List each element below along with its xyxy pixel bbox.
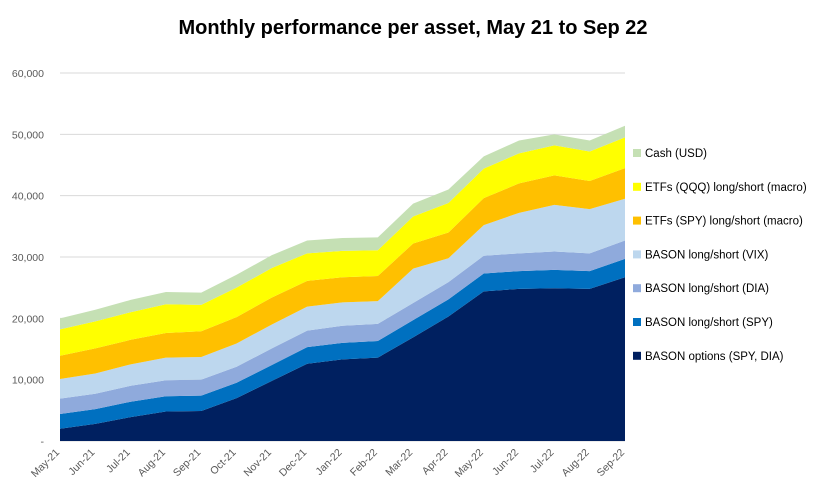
x-tick-label: May-21	[29, 447, 62, 480]
x-tick-label: Apr-22	[420, 447, 451, 478]
legend-label: Cash (USD)	[645, 148, 707, 160]
x-axis: May-21 Jun-21 Jul-21 Aug-21 Sep-21 Oct-21 Nov-…	[29, 447, 627, 480]
x-tick-label: Aug-21	[136, 447, 169, 480]
y-tick-label: 40,000	[12, 191, 44, 203]
legend-swatch	[633, 351, 641, 360]
area-series-0	[60, 277, 625, 441]
plot-areas	[60, 125, 625, 441]
legend-label: BASON options (SPY, DIA)	[645, 351, 784, 363]
chart-title: Monthly performance per asset, May 21 to…	[178, 17, 647, 39]
x-tick-label: Jul-22	[528, 447, 557, 476]
legend-swatch	[633, 182, 641, 191]
y-tick-label: 60,000	[12, 68, 44, 80]
area-series-3	[60, 198, 625, 399]
x-tick-label: Dec-21	[277, 447, 310, 480]
legend-label: ETFs (SPY) long/short (macro)	[645, 216, 803, 228]
legend-label: ETFs (QQQ) long/short (macro)	[645, 182, 807, 194]
x-tick-label: Oct-21	[208, 447, 239, 478]
legend-label: BASON long/short (DIA)	[645, 283, 769, 295]
legend-label: BASON long/short (SPY)	[645, 317, 773, 329]
x-tick-label: Aug-22	[559, 447, 592, 480]
legend-swatch	[633, 250, 641, 259]
legend-swatch	[633, 216, 641, 225]
y-tick-label: 50,000	[12, 129, 44, 141]
y-tick-label: 10,000	[12, 375, 44, 387]
y-tick-label: 20,000	[12, 313, 44, 325]
y-tick-label: 30,000	[12, 252, 44, 264]
x-tick-label: Jan-22	[313, 447, 344, 478]
x-tick-label: Jul-21	[104, 447, 133, 476]
legend-swatch	[633, 318, 641, 326]
x-tick-label: Mar-22	[383, 447, 415, 479]
legend: Cash (USD) ETFs (QQQ) long/short (macro) E…	[633, 148, 807, 363]
legend-swatch	[633, 284, 641, 293]
x-tick-label: Nov-21	[242, 447, 275, 480]
x-tick-label: Sep-21	[171, 447, 204, 480]
x-tick-label: Feb-22	[348, 447, 380, 479]
y-axis: - 10,000 20,000 30,000 40,000 50,000 60,000	[12, 68, 45, 448]
area-series-5	[60, 137, 625, 356]
y-tick-label: -	[41, 436, 45, 448]
x-tick-label: Sep-22	[595, 447, 628, 480]
x-tick-label: Jun-21	[66, 447, 97, 478]
area-series-1	[60, 258, 625, 429]
legend-swatch	[633, 149, 641, 157]
x-tick-label: Jun-22	[490, 447, 521, 478]
legend-label: BASON long/short (VIX)	[645, 249, 769, 261]
area-series-6	[60, 125, 625, 330]
x-tick-label: May-22	[453, 447, 486, 480]
area-series-4	[60, 168, 625, 380]
area-series-2	[60, 240, 625, 415]
